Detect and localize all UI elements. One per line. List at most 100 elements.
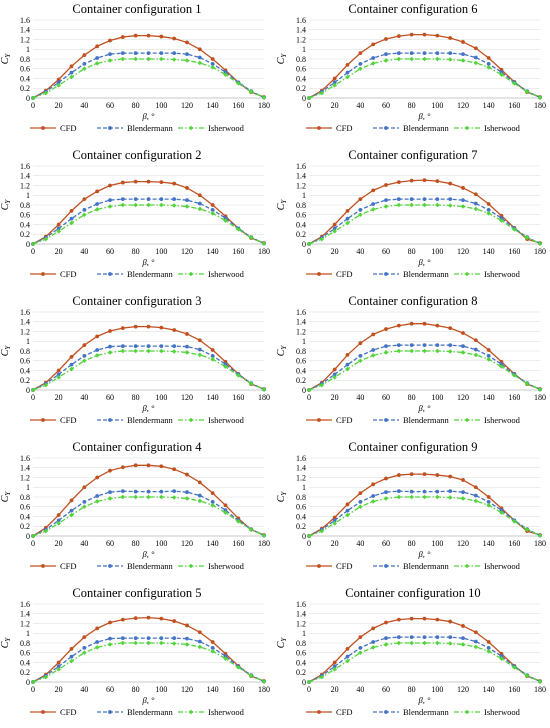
data-point-isherwood [358,66,363,72]
legend-swatch-marker [384,418,388,422]
x-tick-label: 140 [483,393,495,402]
data-point-blendermann [95,56,100,60]
legend-label: Blendermann [127,561,174,571]
x-tick-label: 20 [331,393,339,402]
legend-label: CFD [60,707,77,717]
data-point-cfd [223,503,228,508]
y-tick-label: 1.2 [296,35,306,44]
data-point-isherwood [512,519,517,524]
legend-label: CFD [336,415,353,425]
data-point-isherwood [120,202,126,208]
x-tick-label: 0 [31,685,35,694]
data-point-cfd [159,616,164,621]
data-point-blendermann [371,56,376,60]
y-tick-label: 1.4 [296,26,306,35]
x-tick-label: 80 [132,247,140,256]
x-tick-label: 120 [181,247,193,256]
data-point-isherwood [345,366,350,372]
data-point-cfd [409,472,414,476]
data-point-cfd [69,64,74,69]
data-point-cfd [358,635,363,640]
data-point-cfd [210,348,215,352]
data-point-cfd [210,640,215,644]
legend-label: Isherwood [484,707,521,717]
y-tick-label: 0 [26,678,30,687]
data-point-isherwood [435,494,440,500]
y-tick-label: 0.2 [296,522,306,531]
data-point-blendermann [172,344,177,349]
data-point-blendermann [56,372,61,377]
x-tick-label: 160 [232,247,244,256]
x-tick-label: 160 [232,101,244,110]
data-point-blendermann [461,198,465,203]
data-point-blendermann [486,499,491,504]
data-point-cfd [197,480,202,485]
y-axis-label-main: C [276,57,287,64]
data-point-blendermann [159,197,164,202]
x-tick-label: 80 [408,539,416,548]
data-point-cfd [95,189,100,194]
data-point-isherwood [261,241,267,246]
data-point-blendermann [172,51,177,56]
data-point-blendermann [461,636,465,641]
data-point-isherwood [184,350,190,355]
y-tick-label: 0.4 [20,512,30,521]
y-tick-label: 0.8 [20,347,30,356]
data-point-cfd [56,660,61,665]
data-point-blendermann [499,216,504,221]
data-point-blendermann [499,508,504,513]
data-point-isherwood [345,220,350,226]
y-tick-label: 0.6 [296,65,306,74]
data-point-blendermann [371,640,376,644]
data-point-cfd [371,626,376,631]
x-tick-label: 180 [258,685,270,694]
data-point-isherwood [184,642,190,647]
data-point-blendermann [409,635,414,640]
y-tick-label: 0.6 [20,211,30,220]
data-point-isherwood [409,348,414,354]
y-tick-label: 0.6 [296,211,306,220]
data-point-isherwood [236,665,241,670]
data-point-isherwood [396,202,402,208]
data-point-isherwood [159,202,164,208]
data-point-isherwood [133,202,138,208]
y-axis-label-sub: Y [4,199,12,204]
y-tick-label: 1.6 [296,454,306,463]
y-tick-label: 0.6 [296,357,306,366]
data-point-isherwood [486,502,491,508]
series-line-cfd [32,180,265,245]
x-tick-label: 120 [181,685,193,694]
x-axis-label: β, ° [142,403,155,413]
data-point-blendermann [185,490,189,495]
data-point-isherwood [306,241,312,247]
legend-label: Blendermann [127,269,174,279]
data-point-isherwood [146,56,151,62]
data-point-cfd [448,326,453,330]
x-tick-label: 160 [508,247,520,256]
data-point-isherwood [69,512,74,518]
data-point-isherwood [82,358,87,364]
data-point-blendermann [69,654,74,659]
x-tick-label: 80 [408,101,416,110]
data-point-isherwood [512,373,517,378]
data-point-isherwood [133,56,138,62]
legend-swatch-marker [188,271,194,277]
legend-label: Isherwood [208,561,245,571]
y-tick-label: 1 [26,483,30,492]
data-point-cfd [486,495,491,499]
data-point-cfd [197,47,202,52]
data-point-isherwood [422,56,427,62]
data-point-isherwood [30,95,36,101]
data-point-cfd [69,354,74,359]
data-point-isherwood [524,381,530,386]
y-tick-label: 1 [302,483,306,492]
data-point-isherwood [499,510,504,515]
data-point-cfd [384,620,388,625]
data-point-isherwood [383,58,389,63]
y-tick-label: 1.2 [296,619,306,628]
data-point-isherwood [524,673,530,678]
y-tick-label: 0.8 [20,493,30,502]
data-point-isherwood [133,640,138,646]
data-point-blendermann [409,343,414,348]
